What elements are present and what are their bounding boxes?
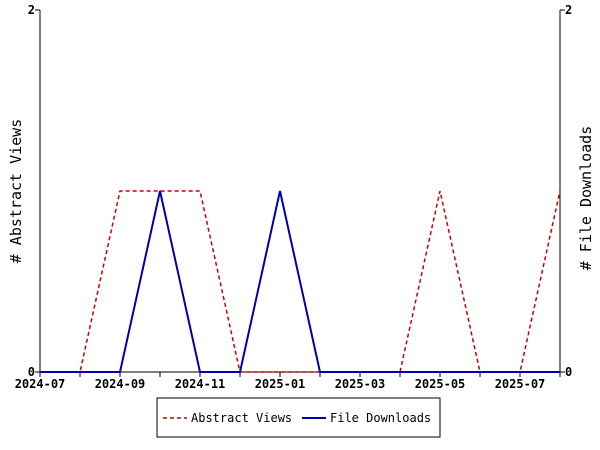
left-y-tick-bottom: 0: [28, 365, 35, 379]
x-tick-label-2025-03: 2025-03: [335, 377, 386, 391]
left-y-tick-top: 2: [28, 3, 35, 17]
x-tick-label-2025-05: 2025-05: [415, 377, 466, 391]
x-tick-label-2024-07: 2024-07: [15, 377, 66, 391]
legend-label-file-downloads: File Downloads: [330, 411, 431, 425]
plot-area: 2024-07 2024-09 2024-11 2025-01 2025-03 2025-…: [15, 9, 565, 391]
right-y-axis-label: # File Downloads: [577, 126, 595, 271]
legend-box: [156, 397, 441, 438]
x-tick-label-2025-01: 2025-01: [255, 377, 306, 391]
legend-label-abstract-views: Abstract Views: [191, 411, 292, 425]
legend: Abstract Views File Downloads: [156, 397, 441, 438]
x-tick-label-2024-09: 2024-09: [95, 377, 146, 391]
left-y-axis-label: # Abstract Views: [7, 119, 25, 264]
x-tick-label-2024-11: 2024-11: [175, 377, 226, 391]
right-y-tick-bottom: 0: [565, 365, 572, 379]
series-line-abstract-views: [40, 190, 561, 373]
series-line-file-downloads: [40, 190, 560, 373]
right-y-tick-top: 2: [565, 3, 572, 17]
x-tick-label-2025-07: 2025-07: [495, 377, 546, 391]
